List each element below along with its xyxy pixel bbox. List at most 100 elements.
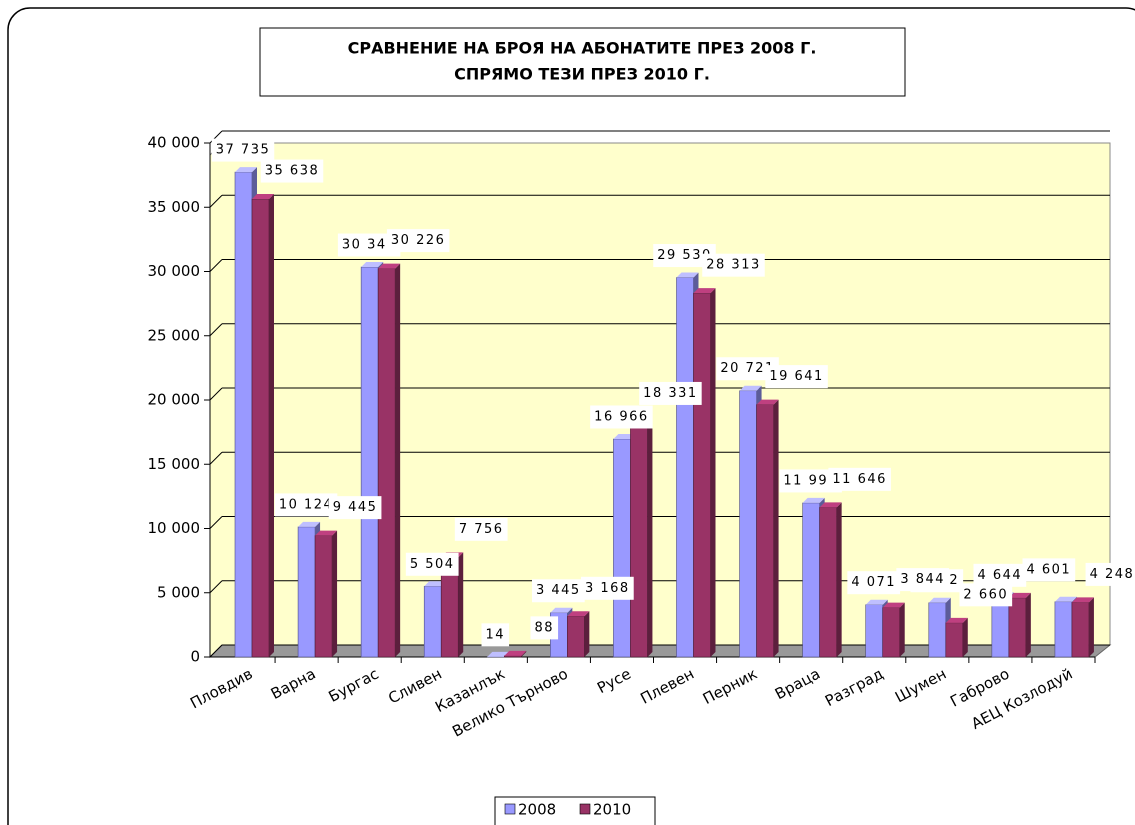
data-label: 20 721 — [720, 361, 775, 376]
bar-top — [550, 607, 573, 613]
title-box — [259, 27, 906, 97]
data-label: 88 — [535, 620, 555, 635]
bar — [360, 266, 379, 658]
data-label: 30 348 — [342, 238, 397, 253]
data-label: 35 638 — [265, 164, 320, 179]
grid-line — [209, 194, 223, 208]
bar-side — [584, 611, 590, 657]
data-label-bg — [959, 583, 1013, 607]
bar — [693, 292, 711, 658]
data-label-bg — [211, 138, 275, 162]
grid-line — [209, 516, 223, 529]
y-tick-label: 40 000 — [148, 134, 201, 152]
data-label-bg — [653, 244, 716, 268]
bar-top — [756, 399, 779, 405]
data-label-group: 9 445 — [328, 496, 382, 520]
grid-line — [209, 580, 223, 594]
data-label-bg — [847, 571, 901, 595]
bar — [1008, 597, 1027, 658]
bar-top — [235, 167, 257, 173]
data-label-group: 29 530 — [653, 244, 716, 268]
data-label-bg — [580, 576, 634, 600]
data-label-bg — [454, 517, 508, 541]
legend-swatch — [504, 803, 516, 815]
data-label: 18 331 — [643, 386, 698, 401]
data-label: 5 504 — [410, 557, 455, 572]
bar — [802, 502, 820, 658]
bar — [297, 526, 316, 658]
bar-side — [899, 602, 905, 657]
data-label-bg — [274, 493, 338, 517]
bar-top — [1071, 597, 1094, 603]
data-label-group: 37 735 — [211, 138, 275, 162]
data-label-group: 30 226 — [386, 229, 450, 253]
chart-title: СПРЯМО ТЕЗИ ПРЕЗ 2010 Г. — [454, 65, 710, 84]
data-label-bg — [328, 496, 382, 520]
data-label-bg — [531, 579, 585, 603]
bar-top — [819, 502, 842, 508]
data-label-bg — [716, 357, 779, 381]
bar-side — [962, 617, 968, 657]
bar — [819, 507, 837, 658]
bar — [928, 602, 947, 658]
data-label: 3 844 — [900, 572, 945, 587]
bar-side — [395, 263, 401, 657]
data-label-group: 88 — [530, 616, 559, 640]
legend-label: 2010 — [593, 801, 631, 819]
data-label: 4 248 — [1090, 567, 1135, 582]
y-tick-label: 35 000 — [148, 198, 201, 216]
plot-floor — [208, 644, 1112, 658]
data-label-bg — [765, 365, 828, 389]
data-label-group: 16 966 — [590, 405, 653, 429]
bar-side — [458, 552, 464, 657]
bar — [676, 277, 694, 658]
bar — [503, 655, 522, 658]
grid-line — [209, 259, 223, 272]
bar-side — [710, 288, 716, 657]
data-label: 3 445 — [536, 583, 581, 598]
bar-top — [424, 581, 447, 587]
data-label-group: 4 071 — [847, 571, 901, 595]
data-label: 2 660 — [963, 587, 1008, 602]
data-label: 14 — [486, 627, 506, 642]
data-label-group: 10 124 — [274, 493, 338, 517]
bar-side — [836, 502, 842, 657]
data-label: 19 641 — [769, 369, 824, 384]
bar-top — [945, 617, 968, 623]
grid-line — [209, 387, 223, 401]
grid-line — [209, 644, 223, 658]
bar — [945, 622, 964, 658]
data-label-bg — [590, 405, 653, 429]
data-label: 10 124 — [279, 497, 334, 512]
y-tick-label: 15 000 — [148, 455, 201, 473]
bar-side — [647, 416, 653, 657]
bar-side — [521, 650, 527, 657]
data-label-bg — [481, 623, 510, 647]
data-label: 4 644 — [977, 568, 1022, 583]
data-label: 3 168 — [585, 581, 630, 596]
y-tick-label: 5 000 — [157, 583, 200, 601]
data-label-group: 18 331 — [639, 381, 702, 405]
bar-top — [378, 263, 401, 269]
data-label-bg — [1022, 558, 1076, 582]
data-label: 4 071 — [851, 575, 896, 590]
bar-top — [882, 602, 905, 608]
data-label-group: 4 248 — [1085, 562, 1135, 586]
data-label-bg — [702, 253, 765, 277]
bar-side — [773, 399, 779, 657]
bar — [613, 438, 631, 658]
data-label-bg — [896, 568, 950, 592]
data-label: 11 990 — [783, 473, 838, 488]
data-label-group: 5 504 — [405, 552, 459, 576]
data-label-bg — [973, 563, 1027, 587]
legend: 2008 2010 — [494, 796, 656, 825]
data-label-bg — [337, 233, 401, 257]
y-tick-label: 30 000 — [148, 262, 201, 280]
bar — [234, 171, 253, 658]
bar-top — [252, 194, 274, 200]
bar — [739, 390, 757, 658]
bar — [567, 615, 585, 658]
grid-line — [209, 451, 223, 465]
data-label-bg — [386, 229, 450, 253]
bar — [377, 268, 396, 658]
